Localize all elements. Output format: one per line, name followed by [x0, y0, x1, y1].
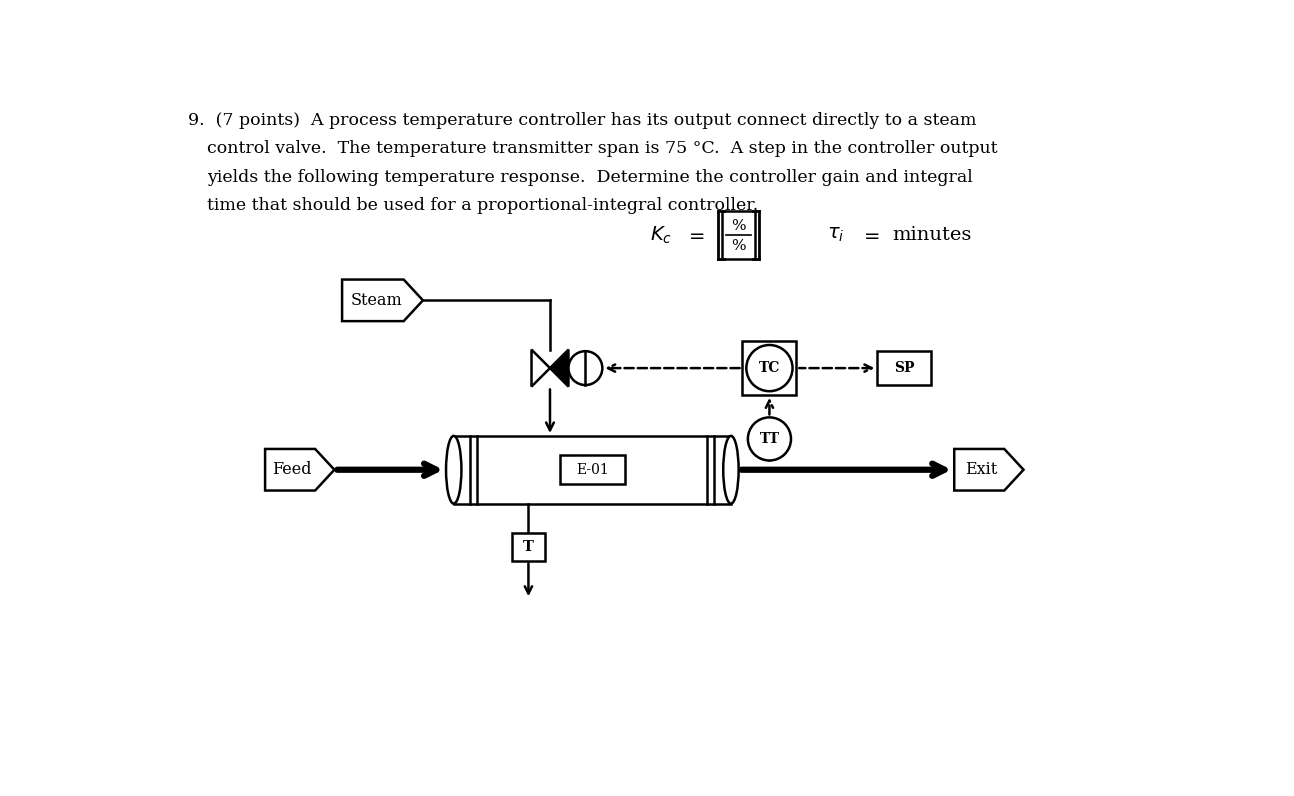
Text: time that should be used for a proportional-integral controller.: time that should be used for a proportio…	[207, 197, 758, 214]
Bar	[877, 351, 932, 385]
Polygon shape	[342, 279, 423, 321]
Text: Feed: Feed	[272, 461, 312, 478]
Bar	[559, 455, 625, 485]
Text: 9.  (7 points)  A process temperature controller has its output connect directly: 9. (7 points) A process temperature cont…	[188, 111, 977, 129]
Text: TC: TC	[758, 361, 780, 375]
Polygon shape	[954, 449, 1024, 490]
Text: TT: TT	[760, 432, 779, 446]
Circle shape	[747, 345, 792, 391]
Text: Exit: Exit	[965, 461, 998, 478]
Bar	[743, 341, 796, 395]
Circle shape	[568, 351, 602, 385]
Ellipse shape	[723, 436, 739, 504]
Text: SP: SP	[894, 361, 915, 375]
Text: E-01: E-01	[576, 462, 608, 477]
Text: minutes: minutes	[893, 226, 972, 244]
Text: yields the following temperature response.  Determine the controller gain and in: yields the following temperature respons…	[207, 169, 973, 185]
Text: $\tau_i$: $\tau_i$	[827, 225, 845, 244]
Bar	[722, 211, 754, 259]
Bar	[512, 533, 545, 560]
Polygon shape	[550, 349, 568, 387]
Text: Steam: Steam	[351, 292, 402, 309]
Text: %: %	[731, 239, 745, 252]
Text: $=$: $=$	[685, 225, 705, 244]
Text: $=$: $=$	[859, 225, 880, 244]
Polygon shape	[532, 349, 550, 387]
Text: $K_c$: $K_c$	[650, 224, 672, 245]
Polygon shape	[265, 449, 334, 490]
Text: %: %	[731, 219, 745, 232]
Ellipse shape	[446, 436, 462, 504]
Bar	[454, 436, 731, 504]
Text: control valve.  The temperature transmitter span is 75 °C.  A step in the contro: control valve. The temperature transmitt…	[207, 140, 998, 157]
Text: T: T	[523, 540, 534, 554]
Circle shape	[748, 417, 791, 461]
